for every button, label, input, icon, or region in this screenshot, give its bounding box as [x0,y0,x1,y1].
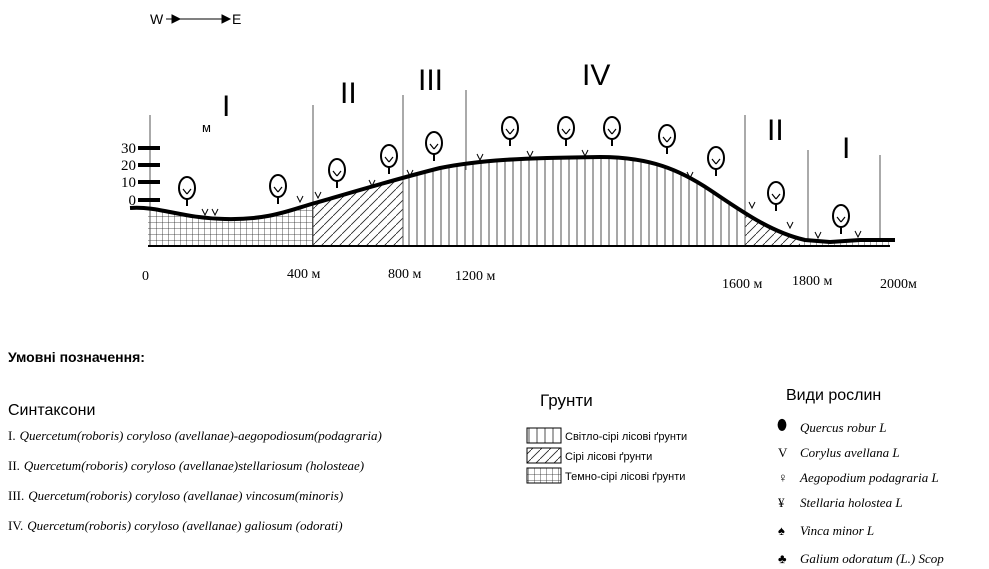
compass-east: E [232,11,241,27]
tree-crown [767,181,785,205]
syntaxon: IV. Quercetum(roboris) coryloso (avellana… [8,518,343,533]
soil-label: Світло-сірі лісові ґрунти [565,431,687,443]
syntaxon-number: III. [8,488,24,503]
syntaxon-number: IV. [8,518,23,533]
plant-mark [314,191,322,200]
tree-crown [777,418,787,431]
plant-mark [406,169,414,178]
soil-label: Сірі лісові ґрунти [565,451,652,463]
zone-label: I [222,90,230,123]
zone-label: II [767,114,784,147]
plant-name: Vinca minor L [800,523,874,538]
plant-name: Corylus avellana L [800,445,900,460]
distance-label: 800 м [388,267,422,282]
tree-branch [662,136,672,143]
tree-branch [561,128,571,135]
plant-mark [748,201,756,210]
syntaxon-name: Quercetum(roboris) coryloso (avellanae) … [27,518,342,533]
soil-swatch [526,427,562,444]
plant-mark [211,208,219,217]
tree-crown [658,124,676,148]
tree-crown [425,131,443,155]
plant-symbol: ♀ [778,470,788,485]
syntaxon-name: Quercetum(roboris) coryloso (avellanae) … [28,488,343,503]
tree-branch [429,143,439,150]
soil-swatch [526,447,562,464]
tree-crown [328,158,346,182]
compass-arrow [166,14,232,24]
zone-label: II [340,77,357,110]
plant-name: Aegopodium podagraria L [799,470,939,485]
syntaxon-number: I. [8,428,16,443]
tree-crown [178,176,196,200]
height-unit: м [202,120,211,135]
tree-branch [505,128,515,135]
plant-mark [201,208,209,217]
distance-label: 1200 м [455,269,496,284]
plant-mark [786,221,794,230]
tree-branch [273,186,283,193]
zone-label: I [842,132,850,165]
distance-label: 2000м [880,277,917,292]
distance-label: 400 м [287,267,321,282]
tree-branch [836,216,846,223]
tree-branch [384,156,394,163]
plant-mark [686,171,694,180]
distance-label: 0 [142,269,149,284]
syntaxon: I. Quercetum(roboris) coryloso (avellanae… [8,428,382,443]
plant-marks [201,149,862,240]
syntaxa-title: Синтаксони [8,402,95,419]
tree-branch [182,188,192,195]
tree-crown [501,116,519,140]
height-scale [138,146,160,202]
trees [178,116,850,234]
profile-line [129,154,895,245]
soil-swatch [526,467,562,484]
syntaxon: III. Quercetum(roboris) coryloso (avellan… [8,488,343,503]
plant-name: Galium odoratum (L.) Scop [800,551,944,566]
height-label: 30 [121,141,136,157]
plant-symbol: ♣ [778,551,787,566]
tree-crown [557,116,575,140]
distance-label: 1800 м [792,274,833,289]
tree-crown [707,146,725,170]
soils-title: Грунти [540,391,593,410]
tree-crown [603,116,621,140]
plant-name: Quercus robur L [800,420,886,435]
tree-branch [771,193,781,200]
height-label: 10 [121,175,136,191]
compass-west: W [150,11,164,27]
syntaxon: II. Quercetum(roboris) coryloso (avellana… [8,458,364,473]
zone-label: IV [582,59,610,92]
plant-mark [814,231,822,240]
tree-branch [332,170,342,177]
plant-symbol: ♠ [778,523,785,538]
zone-label: III [418,64,443,97]
syntaxon-number: II. [8,458,20,473]
plant-mark [476,153,484,162]
tree-crown [832,204,850,228]
soil-label: Темно-сірі лісові ґрунти [565,471,685,483]
plant-mark [368,179,376,188]
tree-crown [269,174,287,198]
plant-symbol: V [778,445,788,460]
height-label: 20 [121,158,136,174]
syntaxon-name: Quercetum(roboris) coryloso (avellanae)-… [20,428,382,443]
plant-mark [526,150,534,159]
plants-title: Види рослин [786,387,881,404]
plant-mark [581,149,589,158]
tree-crown [380,144,398,168]
plant-mark [854,230,862,239]
plant-mark [296,195,304,204]
syntaxon-name: Quercetum(roboris) coryloso (avellanae)s… [24,458,364,473]
height-label: 0 [129,193,137,209]
plant-symbol: ¥ [778,495,785,510]
tree-branch [711,158,721,165]
plant-name: Stellaria holostea L [800,495,903,510]
tree-branch [607,128,617,135]
distance-label: 1600 м [722,277,763,292]
legend-title: Умовні позначення: [8,349,145,365]
